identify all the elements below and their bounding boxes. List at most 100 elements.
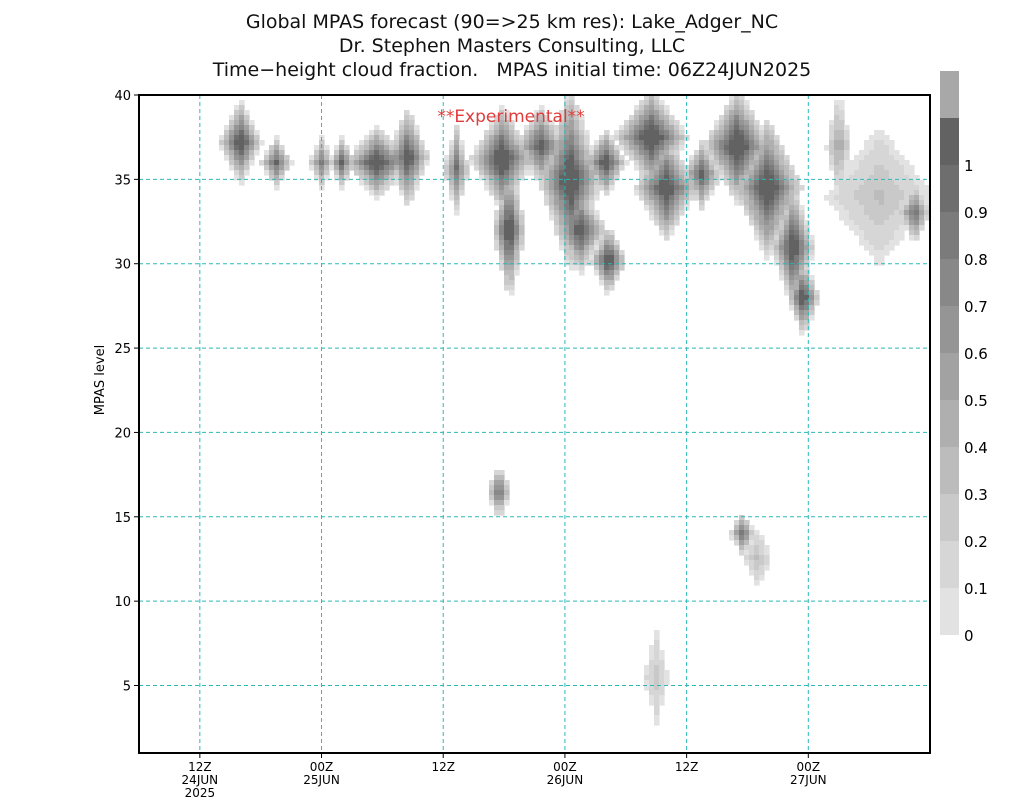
field-cell: [769, 190, 775, 196]
field-cell: [529, 130, 535, 136]
field-cell: [419, 140, 425, 146]
field-cell: [684, 175, 690, 181]
field-cell: [669, 215, 675, 221]
field-cell: [499, 135, 505, 141]
field-cell: [479, 160, 485, 166]
field-cell: [409, 150, 415, 156]
field-cell: [559, 135, 565, 141]
field-cell: [249, 125, 255, 131]
field-cell: [834, 120, 840, 126]
field-cell: [744, 560, 750, 566]
field-cell: [559, 205, 565, 211]
field-cell: [524, 145, 530, 151]
field-cell: [729, 140, 735, 146]
title-block: Global MPAS forecast (90=>25 km res): La…: [0, 10, 1024, 82]
field-cell: [834, 115, 840, 121]
field-cell: [869, 180, 875, 186]
field-cell: [509, 265, 515, 271]
field-cell: [519, 150, 525, 156]
field-cell: [444, 175, 450, 181]
field-cell: [539, 115, 545, 121]
field-cell: [579, 220, 585, 226]
field-cell: [779, 235, 785, 241]
field-cell: [769, 125, 775, 131]
field-cell: [774, 135, 780, 141]
field-cell: [729, 535, 735, 541]
field-cell: [764, 215, 770, 221]
field-cell: [734, 125, 740, 131]
field-cell: [764, 125, 770, 131]
field-cell: [414, 130, 420, 136]
field-cell: [809, 245, 815, 251]
y-axis-label: MPAS level: [93, 345, 108, 415]
field-cell: [754, 560, 760, 566]
field-cell: [834, 110, 840, 116]
field-cell: [889, 145, 895, 151]
field-cell: [494, 135, 500, 141]
field-cell: [504, 200, 510, 206]
field-cell: [919, 205, 925, 211]
field-cell: [494, 490, 500, 496]
field-cell: [574, 145, 580, 151]
field-cell: [639, 150, 645, 156]
field-cell: [509, 165, 515, 171]
field-cell: [559, 145, 565, 151]
field-cell: [779, 160, 785, 166]
field-cell: [234, 135, 240, 141]
field-cell: [649, 170, 655, 176]
field-cell: [404, 140, 410, 146]
field-cell: [474, 160, 480, 166]
field-cell: [729, 175, 735, 181]
field-cell: [854, 175, 860, 181]
field-cell: [789, 295, 795, 301]
field-cell: [494, 475, 500, 481]
field-cell: [604, 150, 610, 156]
field-cell: [654, 100, 660, 106]
field-cell: [604, 155, 610, 161]
field-cell: [489, 485, 495, 491]
field-cell: [759, 545, 765, 551]
field-cell: [784, 220, 790, 226]
field-cell: [754, 200, 760, 206]
field-cell: [509, 135, 515, 141]
field-cell: [909, 190, 915, 196]
field-cell: [854, 215, 860, 221]
field-cell: [269, 155, 275, 161]
field-cell: [644, 115, 650, 121]
field-cell: [734, 530, 740, 536]
x-tick-label: 25JUN: [303, 773, 340, 787]
field-cell: [744, 525, 750, 531]
field-cell: [604, 255, 610, 261]
field-cell: [794, 195, 800, 201]
field-cell: [544, 170, 550, 176]
field-cell: [234, 145, 240, 151]
field-cell: [874, 255, 880, 261]
field-cell: [804, 300, 810, 306]
field-cell: [784, 160, 790, 166]
colorbar-label: 0.4: [964, 439, 988, 457]
field-cell: [364, 160, 370, 166]
field-cell: [894, 185, 900, 191]
field-cell: [419, 150, 425, 156]
field-cell: [734, 95, 740, 101]
field-cell: [754, 155, 760, 161]
field-cell: [739, 100, 745, 106]
field-cell: [539, 185, 545, 191]
field-cell: [729, 105, 735, 111]
field-cell: [664, 230, 670, 236]
field-cell: [374, 160, 380, 166]
field-cell: [864, 205, 870, 211]
field-cell: [589, 200, 595, 206]
field-cell: [359, 180, 365, 186]
field-cell: [399, 155, 405, 161]
field-cell: [509, 215, 515, 221]
field-cell: [619, 130, 625, 136]
field-cell: [769, 210, 775, 216]
field-cell: [399, 190, 405, 196]
field-cell: [699, 175, 705, 181]
field-cell: [499, 110, 505, 116]
field-cell: [839, 205, 845, 211]
field-cell: [584, 175, 590, 181]
field-cell: [569, 140, 575, 146]
field-cell: [669, 125, 675, 131]
